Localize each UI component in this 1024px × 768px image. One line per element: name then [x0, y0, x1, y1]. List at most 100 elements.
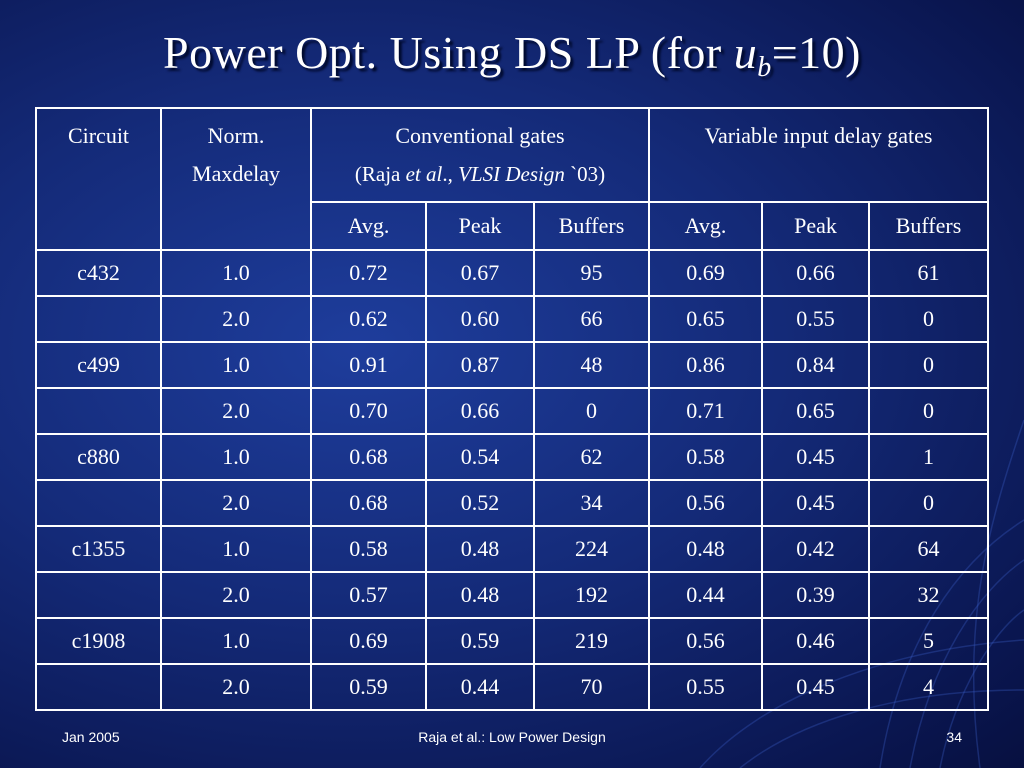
cell-conv-buffers: 66	[533, 295, 650, 343]
header-var-peak: Peak	[761, 201, 870, 251]
table-row: c1355 1.0 0.58 0.48 224 0.48 0.42 64	[35, 525, 989, 573]
cell-var-buffers: 0	[868, 295, 989, 343]
header-circuit: Circuit	[35, 107, 162, 251]
cell-conv-peak: 0.44	[425, 663, 535, 711]
cell-conv-avg: 0.68	[310, 433, 427, 481]
cell-var-buffers: 0	[868, 341, 989, 389]
cell-var-buffers: 1	[868, 433, 989, 481]
ref-journal: VLSI Design	[458, 162, 565, 186]
title-subscript: b	[757, 52, 772, 83]
cell-circuit	[35, 387, 162, 435]
table-row: c880 1.0 0.68 0.54 62 0.58 0.45 1	[35, 433, 989, 481]
cell-norm-maxdelay: 1.0	[160, 249, 312, 297]
cell-conv-buffers: 34	[533, 479, 650, 527]
cell-var-buffers: 5	[868, 617, 989, 665]
cell-conv-avg: 0.91	[310, 341, 427, 389]
header-norm-line2: Maxdelay	[192, 161, 280, 186]
cell-conv-peak: 0.59	[425, 617, 535, 665]
cell-circuit: c499	[35, 341, 162, 389]
cell-conv-avg: 0.57	[310, 571, 427, 619]
header-var-buffers: Buffers	[868, 201, 989, 251]
cell-var-buffers: 32	[868, 571, 989, 619]
cell-conv-peak: 0.48	[425, 571, 535, 619]
cell-norm-maxdelay: 2.0	[160, 571, 312, 619]
cell-var-avg: 0.58	[648, 433, 763, 481]
cell-var-peak: 0.42	[761, 525, 870, 573]
cell-var-avg: 0.56	[648, 617, 763, 665]
title-variable: u	[733, 27, 758, 78]
title-suffix: =10)	[771, 27, 861, 78]
slide-title: Power Opt. Using DS LP (for ub=10)	[0, 26, 1024, 84]
table-row: 2.0 0.62 0.60 66 0.65 0.55 0	[35, 295, 989, 343]
header-norm-maxdelay: Norm. Maxdelay	[160, 107, 312, 251]
cell-conv-buffers: 62	[533, 433, 650, 481]
header-variable-input-delay: Variable input delay gates	[648, 107, 989, 203]
table-row: 2.0 0.70 0.66 0 0.71 0.65 0	[35, 387, 989, 435]
cell-var-peak: 0.39	[761, 571, 870, 619]
cell-circuit: c1908	[35, 617, 162, 665]
cell-var-peak: 0.65	[761, 387, 870, 435]
cell-var-peak: 0.66	[761, 249, 870, 297]
title-prefix: Power Opt. Using DS LP (for	[163, 27, 734, 78]
header-conventional-gates: Conventional gates (Raja et al., VLSI Des…	[310, 107, 650, 203]
cell-var-avg: 0.69	[648, 249, 763, 297]
results-table: Circuit Norm. Maxdelay Conventional gates…	[35, 107, 989, 711]
cell-conv-buffers: 48	[533, 341, 650, 389]
cell-norm-maxdelay: 1.0	[160, 433, 312, 481]
cell-var-peak: 0.55	[761, 295, 870, 343]
cell-circuit	[35, 663, 162, 711]
cell-conv-avg: 0.72	[310, 249, 427, 297]
ref-post: `03)	[564, 162, 606, 186]
header-row-2: Avg. Peak Buffers Avg. Peak Buffers	[36, 201, 989, 251]
cell-norm-maxdelay: 1.0	[160, 617, 312, 665]
header-conv-buffers: Buffers	[533, 201, 650, 251]
cell-var-avg: 0.86	[648, 341, 763, 389]
table-row: c1908 1.0 0.69 0.59 219 0.56 0.46 5	[35, 617, 989, 665]
cell-conv-peak: 0.48	[425, 525, 535, 573]
cell-circuit: c1355	[35, 525, 162, 573]
cell-var-avg: 0.44	[648, 571, 763, 619]
cell-conv-avg: 0.62	[310, 295, 427, 343]
footer-title: Raja et al.: Low Power Design	[418, 729, 606, 745]
header-conv-peak: Peak	[425, 201, 535, 251]
cell-conv-avg: 0.59	[310, 663, 427, 711]
cell-conv-peak: 0.60	[425, 295, 535, 343]
cell-norm-maxdelay: 2.0	[160, 479, 312, 527]
table-row: 2.0 0.68 0.52 34 0.56 0.45 0	[35, 479, 989, 527]
table-row: 2.0 0.59 0.44 70 0.55 0.45 4	[35, 663, 989, 711]
cell-conv-buffers: 95	[533, 249, 650, 297]
cell-conv-buffers: 192	[533, 571, 650, 619]
table-row: c499 1.0 0.91 0.87 48 0.86 0.84 0	[35, 341, 989, 389]
cell-var-peak: 0.84	[761, 341, 870, 389]
cell-var-buffers: 4	[868, 663, 989, 711]
table-row: c432 1.0 0.72 0.67 95 0.69 0.66 61	[35, 249, 989, 297]
cell-var-avg: 0.48	[648, 525, 763, 573]
footer-date: Jan 2005	[62, 729, 120, 745]
cell-var-peak: 0.45	[761, 663, 870, 711]
cell-conv-buffers: 0	[533, 387, 650, 435]
cell-conv-peak: 0.67	[425, 249, 535, 297]
cell-var-peak: 0.45	[761, 433, 870, 481]
cell-norm-maxdelay: 2.0	[160, 295, 312, 343]
cell-conv-avg: 0.70	[310, 387, 427, 435]
cell-var-avg: 0.55	[648, 663, 763, 711]
cell-norm-maxdelay: 1.0	[160, 525, 312, 573]
cell-var-buffers: 0	[868, 387, 989, 435]
header-row-1: Circuit Norm. Maxdelay Conventional gates…	[35, 107, 989, 251]
header-norm-line1: Norm.	[207, 123, 265, 148]
cell-conv-buffers: 224	[533, 525, 650, 573]
header-conventional-label: Conventional gates	[395, 123, 565, 148]
cell-var-peak: 0.45	[761, 479, 870, 527]
cell-conv-avg: 0.68	[310, 479, 427, 527]
cell-norm-maxdelay: 2.0	[160, 387, 312, 435]
cell-var-avg: 0.65	[648, 295, 763, 343]
ref-etal: et al	[405, 162, 443, 186]
cell-conv-peak: 0.52	[425, 479, 535, 527]
cell-norm-maxdelay: 1.0	[160, 341, 312, 389]
cell-var-buffers: 61	[868, 249, 989, 297]
cell-circuit	[35, 295, 162, 343]
cell-var-buffers: 64	[868, 525, 989, 573]
cell-conv-peak: 0.87	[425, 341, 535, 389]
cell-var-avg: 0.56	[648, 479, 763, 527]
cell-circuit: c880	[35, 433, 162, 481]
